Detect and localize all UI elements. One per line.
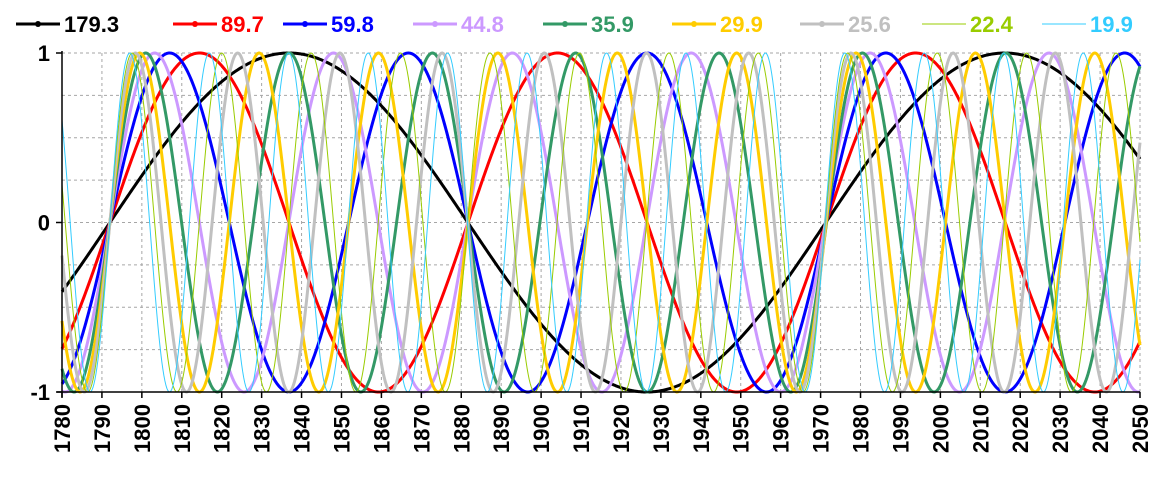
legend-item-19.9: 19.9 [1042,12,1133,37]
legend-swatch-marker [819,21,825,27]
x-tick-label: 1880 [449,404,474,453]
series-line-25.6 [60,51,1142,394]
legend-item-22.4: 22.4 [922,12,1014,37]
legend-label: 35.9 [591,12,634,37]
legend-swatch-marker [35,21,41,27]
legend-label: 22.4 [970,12,1014,37]
legend-label: 89.7 [221,12,264,37]
x-tick-label: 1820 [210,404,235,453]
axes [56,51,1141,398]
legend-item-25.6: 25.6 [800,12,891,37]
x-tick-label: 2000 [928,404,953,453]
x-tick-label: 1900 [529,404,554,453]
series-lines [60,51,1142,394]
legend-item-59.8: 59.8 [283,12,374,37]
x-tick-label: 1960 [769,404,794,453]
x-tick-labels: 1780 1790 1800 1810 1820 1830 1840 1850 1860 1870… [50,404,1153,453]
x-tick-label: 1980 [849,404,874,453]
x-tick-label: 1950 [729,404,754,453]
legend-item-179.3: 179.3 [16,12,119,37]
legend-label: 59.8 [331,12,374,37]
legend-label: 44.8 [461,12,504,37]
x-tick-label: 1910 [569,404,594,453]
legend-label: 179.3 [64,12,119,37]
series-line-35.9 [60,51,1142,394]
x-tick-label: 1990 [888,404,913,453]
x-tick-label: 1780 [50,404,75,453]
y-tick-label: 0 [38,211,50,236]
y-tick-label: 1 [38,41,50,66]
x-tick-label: 2030 [1048,404,1073,453]
legend-swatch-marker [302,21,308,27]
legend-item-89.7: 89.7 [173,12,264,37]
x-tick-label: 2010 [968,404,993,453]
series-line-19.9 [61,52,1141,393]
x-tick-label: 1790 [90,404,115,453]
legend-swatch-marker [432,21,438,27]
y-tick-labels: -1 0 1 [30,41,50,405]
legend-item-44.8: 44.8 [413,12,504,37]
x-tick-label: 1920 [609,404,634,453]
x-tick-label: 1840 [290,404,315,453]
legend-swatch-marker [691,21,697,27]
legend: 179.3 89.7 59.8 44.8 35.9 29.9 25.6 22.4 19.9 [16,12,1133,37]
legend-swatch-marker [192,21,198,27]
x-tick-label: 1850 [329,404,354,453]
series-line-29.9 [60,51,1142,394]
x-tick-label: 1870 [409,404,434,453]
x-tick-label: 2050 [1128,404,1153,453]
legend-item-29.9: 29.9 [672,12,763,37]
x-tick-label: 1970 [809,404,834,453]
legend-item-35.9: 35.9 [543,12,634,37]
x-tick-label: 1810 [170,404,195,453]
x-tick-label: 1930 [649,404,674,453]
x-tick-label: 1800 [130,404,155,453]
x-tick-label: 1940 [689,404,714,453]
series-line-22.4 [61,52,1141,393]
legend-label: 29.9 [720,12,763,37]
legend-label: 19.9 [1090,12,1133,37]
x-tick-label: 1830 [250,404,275,453]
legend-swatch-marker [562,21,568,27]
y-tick-label: -1 [30,380,50,405]
x-tick-label: 1860 [369,404,394,453]
x-tick-label: 2040 [1088,404,1113,453]
x-tick-label: 1890 [489,404,514,453]
legend-label: 25.6 [848,12,891,37]
grid [62,52,1141,392]
x-tick-label: 2020 [1008,404,1033,453]
